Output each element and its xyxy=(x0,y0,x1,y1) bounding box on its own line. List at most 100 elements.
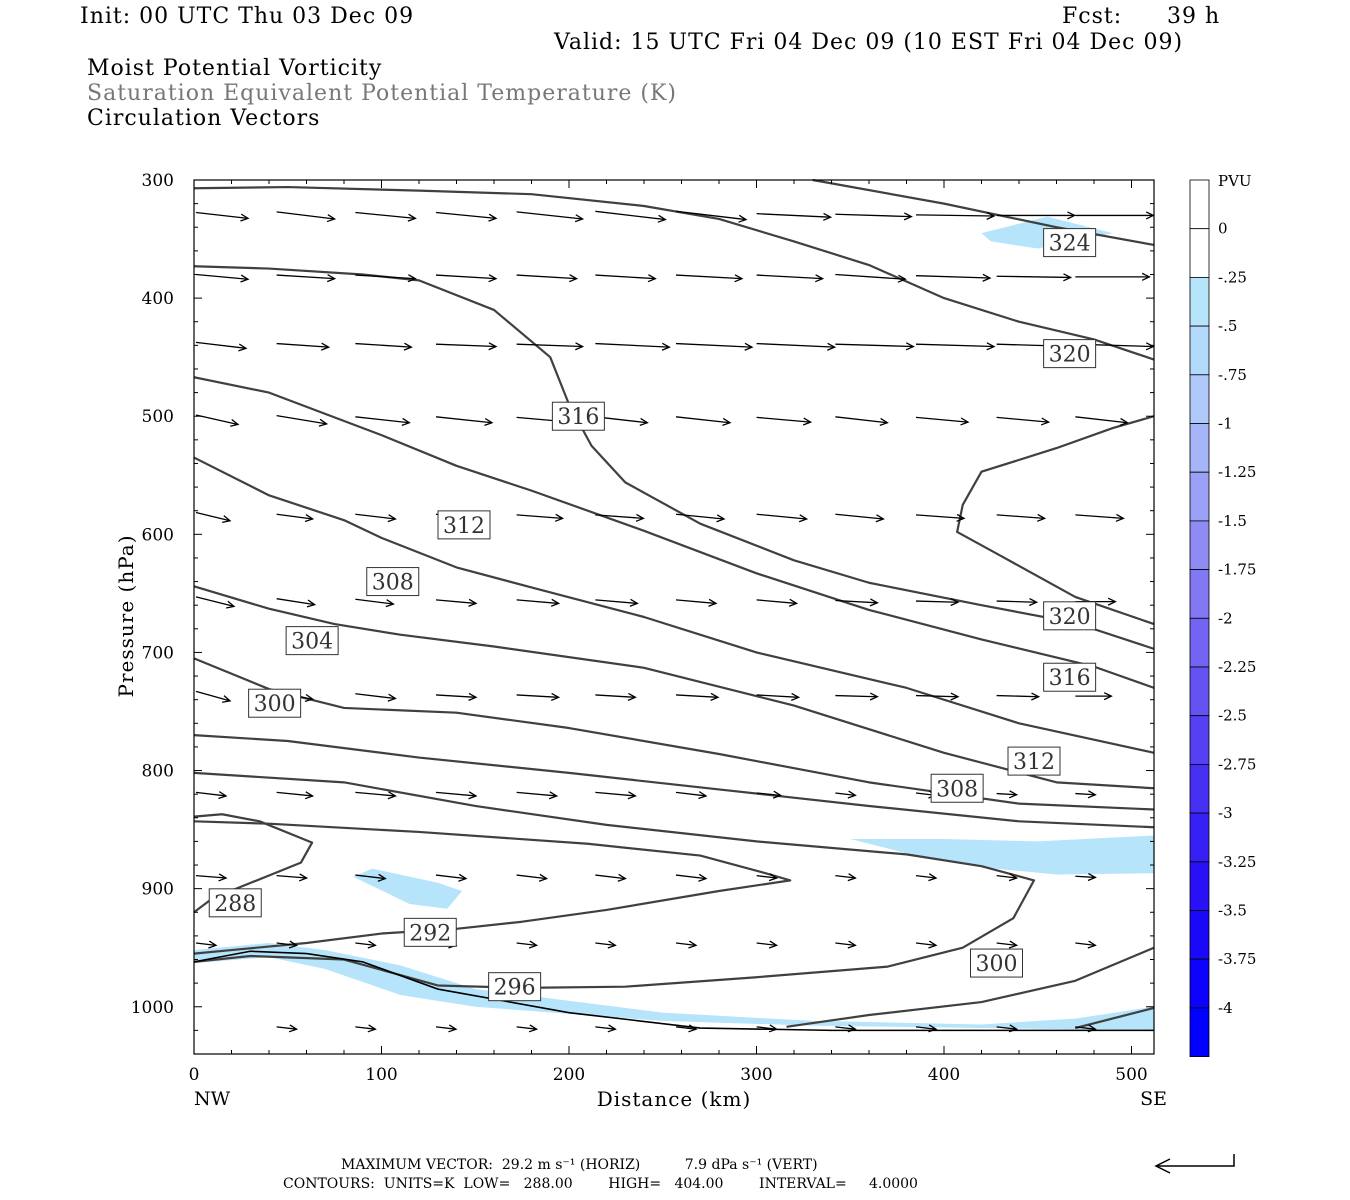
vector-shaft xyxy=(195,414,239,426)
vector-shaft xyxy=(835,343,914,348)
vector-head xyxy=(639,417,649,426)
vector-head xyxy=(744,342,754,351)
vector-head xyxy=(488,213,498,222)
vector-shaft xyxy=(276,598,315,606)
contour-label-box xyxy=(1043,601,1097,631)
circulation-vector xyxy=(675,210,748,223)
vector-shaft xyxy=(1075,416,1128,424)
vector-head xyxy=(208,940,218,949)
vector-shaft xyxy=(756,274,823,280)
vector-head xyxy=(875,514,885,523)
circulation-vector xyxy=(756,513,809,523)
vector-head xyxy=(1067,211,1077,220)
circulation-vector xyxy=(276,1024,299,1033)
vector-shaft xyxy=(915,275,991,279)
vector-head xyxy=(574,214,585,223)
circulation-vector xyxy=(595,513,645,522)
contour-324-13 xyxy=(812,178,1155,247)
contour-label-box xyxy=(1043,339,1097,369)
circulation-vector xyxy=(355,513,397,523)
vector-head xyxy=(1145,211,1155,220)
vector-shaft xyxy=(516,1026,537,1030)
circulation-vector xyxy=(435,692,478,701)
circulation-vector xyxy=(276,414,329,427)
circulation-vector xyxy=(835,513,885,523)
circulation-vector xyxy=(595,873,627,882)
contour-300-4 xyxy=(786,946,1155,1028)
vector-head xyxy=(802,417,813,426)
vector-shaft xyxy=(435,343,497,348)
vector-shaft xyxy=(835,942,856,946)
colorbar-label: -1.75 xyxy=(1218,561,1256,579)
circulation-vector xyxy=(1075,211,1155,220)
forecast-hours: 39 h xyxy=(1167,4,1221,29)
vector-shaft xyxy=(915,514,965,520)
vector-shaft xyxy=(835,694,878,698)
circulation-vector xyxy=(595,1024,617,1033)
colorbar-swatch xyxy=(1189,374,1210,424)
colorbar-swatch xyxy=(1189,276,1210,327)
vector-shaft xyxy=(756,416,811,423)
circulation-vector xyxy=(195,940,218,949)
vector-shaft xyxy=(355,274,416,280)
circulation-vector xyxy=(996,416,1051,426)
vector-head xyxy=(318,418,329,427)
axes-layer xyxy=(193,179,1155,1055)
vector-head xyxy=(768,873,779,882)
circulation-vector xyxy=(915,342,996,351)
vector-shaft xyxy=(835,792,856,796)
vector-head xyxy=(1141,272,1151,281)
circulation-vector xyxy=(195,873,228,882)
vector-shaft xyxy=(835,1026,856,1030)
vector-head xyxy=(657,214,667,223)
circulation-vector xyxy=(276,211,337,223)
vector-head xyxy=(698,791,708,800)
vector-shaft xyxy=(355,874,386,880)
field-title-mpv: Moist Potential Vorticity xyxy=(87,56,383,81)
vector-shaft xyxy=(516,274,577,280)
vector-head xyxy=(550,598,561,607)
vector-head xyxy=(1036,513,1047,522)
vector-head xyxy=(528,1024,539,1033)
circulation-vector xyxy=(996,273,1073,282)
colorbar-swatch xyxy=(1189,325,1210,376)
vector-shaft xyxy=(595,874,626,880)
contour-label: 320 xyxy=(1049,343,1091,368)
contour-label: 312 xyxy=(443,514,485,539)
vector-head xyxy=(986,342,996,351)
vector-head xyxy=(1029,597,1039,607)
circulation-vector xyxy=(756,940,779,949)
circulation-vector xyxy=(1075,692,1113,701)
colorbar-swatch xyxy=(1189,520,1210,571)
vector-shaft xyxy=(435,211,497,220)
vector-shaft xyxy=(675,1026,697,1030)
contour-label: 312 xyxy=(1013,750,1055,775)
tick-layer: 0 100 200 300 400 500 300 400 500 600 700 800 900 100… xyxy=(131,171,1154,1085)
vector-head xyxy=(734,274,744,283)
vector-head xyxy=(905,342,915,351)
vector-head xyxy=(240,274,250,283)
circulation-vector xyxy=(355,342,413,351)
vector-head xyxy=(401,417,411,427)
vector-head xyxy=(468,598,478,607)
vector-shaft xyxy=(355,1026,376,1030)
contour-label: 304 xyxy=(291,630,333,655)
colorbar-swatch xyxy=(1189,666,1210,717)
vector-shaft xyxy=(1075,942,1096,946)
vector-head xyxy=(607,1024,617,1033)
field-title-theta-es: Saturation Equivalent Potential Temperat… xyxy=(87,81,677,106)
vector-head xyxy=(768,1024,779,1033)
circulation-vector xyxy=(516,940,539,949)
vector-shaft xyxy=(1075,514,1124,520)
colorbar-swatch xyxy=(1189,569,1210,619)
vector-shaft xyxy=(756,342,835,348)
nw-endpoint-label: NW xyxy=(194,1088,231,1110)
circulation-vector xyxy=(355,211,417,222)
vector-head xyxy=(847,790,857,799)
vector-head xyxy=(238,343,248,352)
circulation-vector xyxy=(195,791,228,800)
contour-label: 316 xyxy=(1049,666,1091,691)
forecast-label: Fcst: xyxy=(1062,4,1123,29)
valid-time: Valid: 15 UTC Fri 04 Dec 09 (10 EST Fri … xyxy=(554,30,1184,55)
vector-shaft xyxy=(595,694,636,698)
